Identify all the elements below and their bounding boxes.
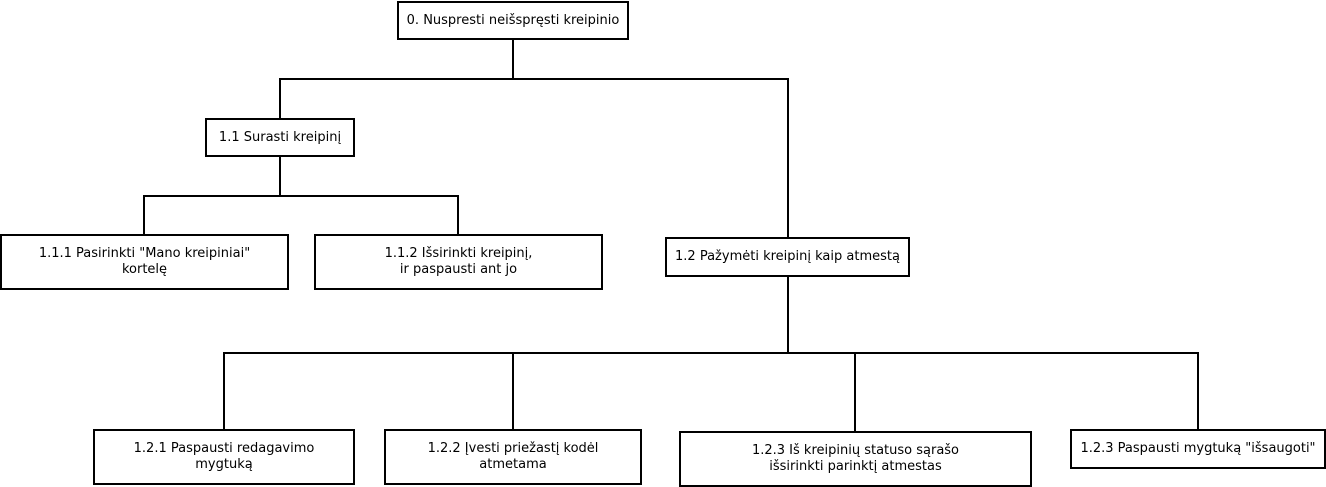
node-1-1-label: 1.1 Surasti kreipinį [218, 129, 342, 145]
node-1-1-1-label: 1.1.1 Pasirinkti "Mano kreipiniai" korte… [38, 246, 251, 277]
node-1-2-3-status: 1.2.3 Iš kreipinių statuso sąrašo išsiri… [679, 431, 1032, 487]
node-1-1: 1.1 Surasti kreipinį [205, 118, 355, 157]
node-1-2-3-save: 1.2.3 Paspausti mygtuką "išsaugoti" [1070, 429, 1326, 469]
node-1-2-2: 1.2.2 Įvesti priežastį kodėl atmetama [384, 429, 642, 485]
node-0-label: 0. Nuspresti neišspręsti kreipinio [406, 12, 620, 28]
node-1-2-label: 1.2 Pažymėti kreipinį kaip atmestą [675, 249, 900, 264]
node-1-2-3-status-label: 1.2.3 Iš kreipinių statuso sąrašo išsiri… [751, 443, 960, 474]
node-1-1-2-label: 1.1.2 Išsirinkti kreipinį, ir paspausti … [384, 246, 533, 277]
node-1-2: 1.2 Pažymėti kreipinį kaip atmestą [665, 237, 910, 277]
node-1-2-1: 1.2.1 Paspausti redagavimo mygtuką [93, 429, 355, 485]
node-1-2-3-save-label: 1.2.3 Paspausti mygtuką "išsaugoti" [1080, 441, 1316, 456]
node-1-1-1: 1.1.1 Pasirinkti "Mano kreipiniai" korte… [0, 234, 289, 290]
node-1-2-1-label: 1.2.1 Paspausti redagavimo mygtuką [133, 441, 315, 472]
node-1-2-2-label: 1.2.2 Įvesti priežastį kodėl atmetama [427, 441, 599, 472]
node-0-root: 0. Nuspresti neišspręsti kreipinio [397, 1, 629, 40]
node-1-1-2: 1.1.2 Išsirinkti kreipinį, ir paspausti … [314, 234, 603, 290]
